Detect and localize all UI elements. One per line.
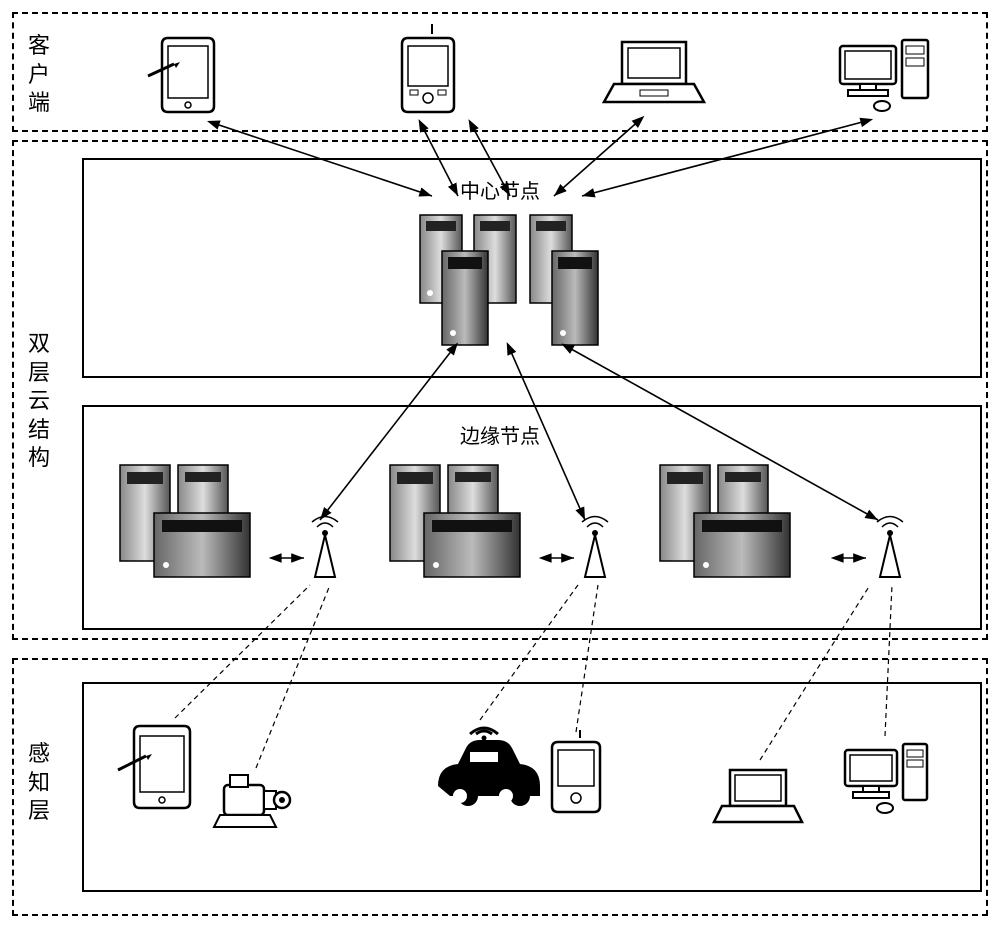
perception-inner-box	[82, 682, 982, 892]
center-node-label: 中心节点	[460, 175, 540, 204]
client-layer-label: 客户端	[28, 32, 50, 118]
client-layer-box	[12, 12, 988, 132]
dualcloud-layer-label: 双层云结构	[28, 330, 50, 473]
perception-layer-label: 感知层	[28, 740, 50, 826]
edge-node-label: 边缘节点	[460, 420, 540, 449]
